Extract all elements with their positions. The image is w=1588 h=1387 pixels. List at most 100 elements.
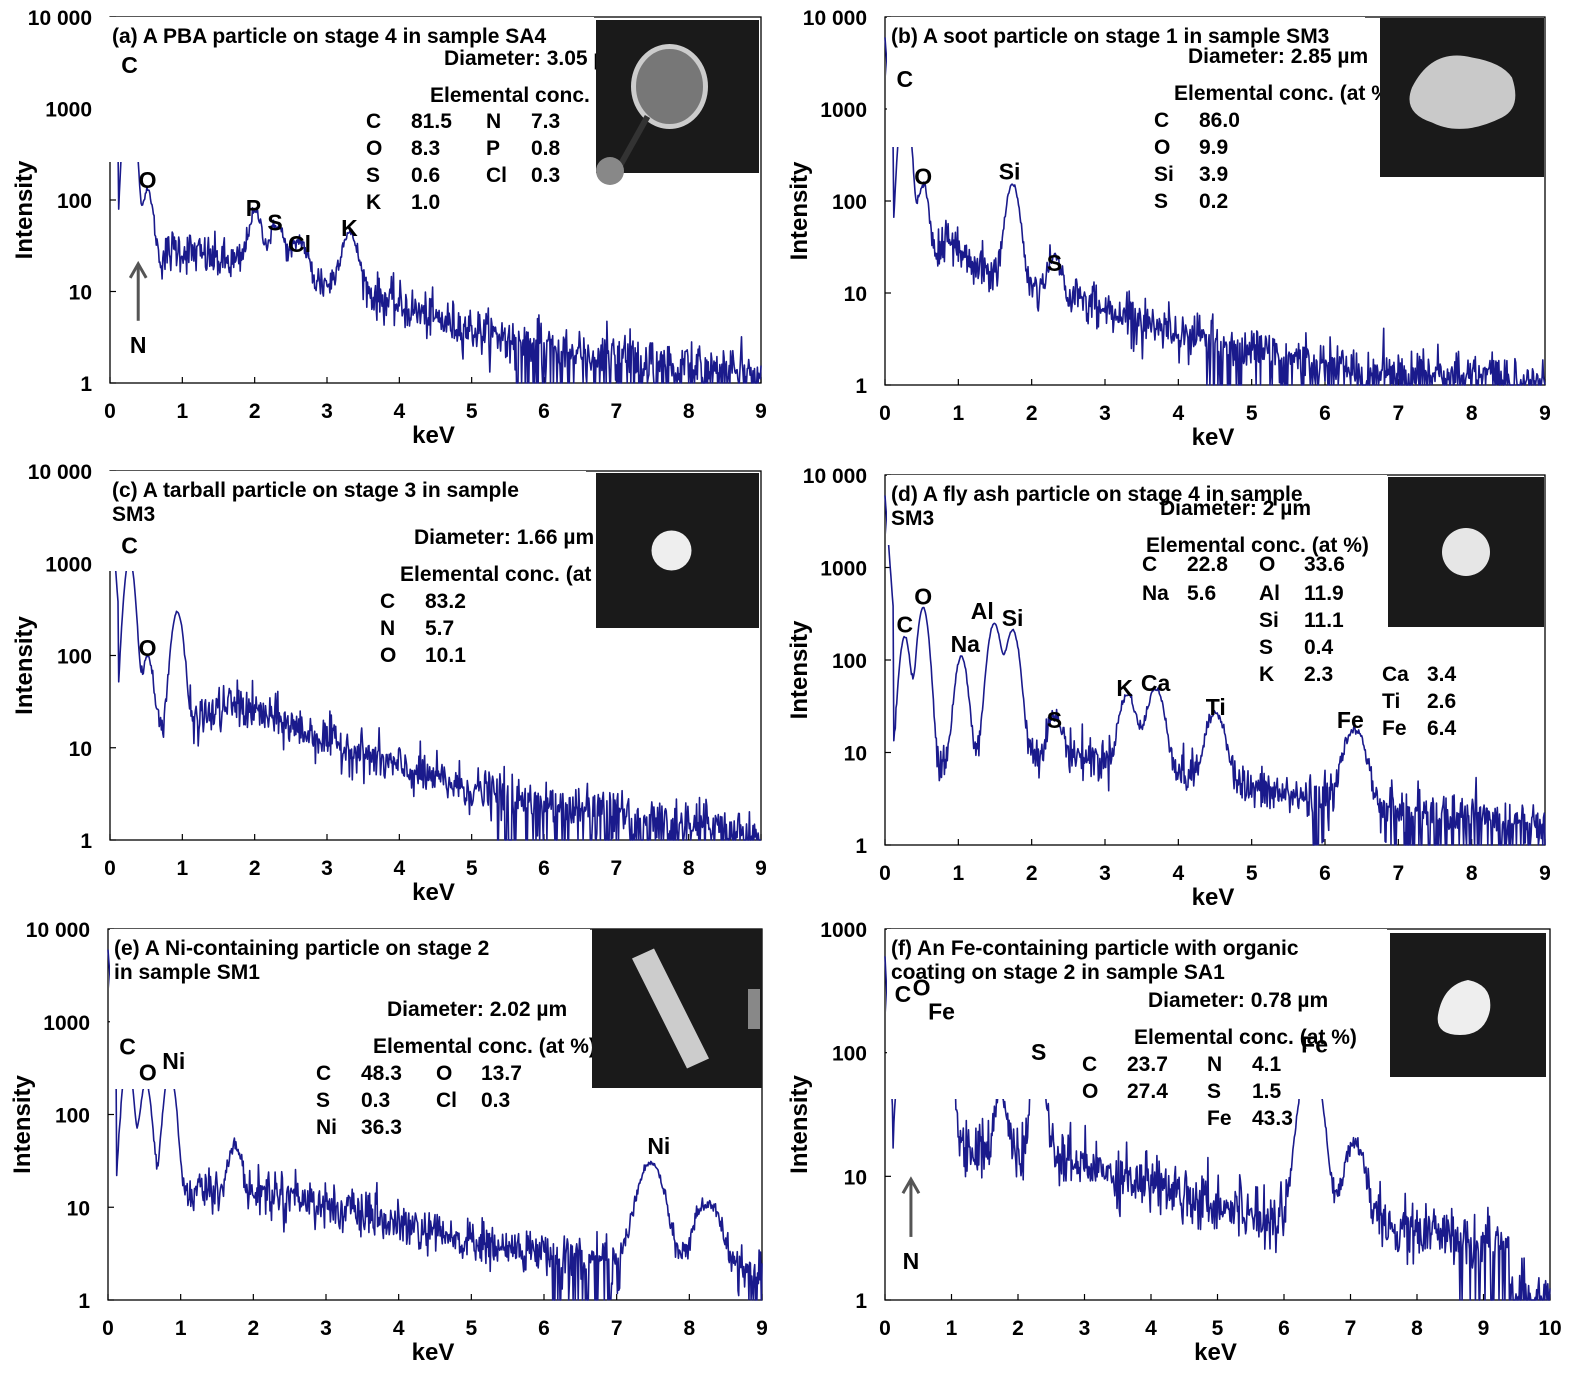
y-tick-label: 10 — [67, 1197, 90, 1220]
y-tick-label: 10 — [844, 283, 867, 306]
label-box — [108, 471, 586, 571]
conc-value: 0.4 — [1304, 636, 1334, 659]
diameter-label: Diameter: 2 µm — [1160, 497, 1311, 520]
conc-heading: Elemental conc. (at %) — [1174, 82, 1397, 105]
conc-value: 33.6 — [1304, 553, 1345, 576]
spectrum-line — [884, 956, 1551, 1301]
peak-label: S — [1047, 707, 1062, 733]
conc-value: 2.6 — [1427, 690, 1456, 713]
x-tick-label: 3 — [1079, 1317, 1091, 1340]
peak-label: Fe — [928, 998, 955, 1024]
conc-value: 0.3 — [531, 164, 560, 187]
peak-label: C — [121, 532, 138, 558]
conc-element: Si — [1154, 163, 1174, 186]
y-tick-label: 10 — [844, 1166, 867, 1189]
conc-value: 6.4 — [1427, 717, 1457, 740]
peak-label: O — [913, 974, 931, 1000]
x-tick-label: 3 — [320, 1317, 332, 1340]
y-axis-label: Intensity — [786, 161, 813, 260]
conc-element: C — [1142, 553, 1157, 576]
x-tick-label: 9 — [755, 857, 767, 880]
conc-heading: Elemental conc. (at %) — [400, 563, 623, 586]
conc-element: Cl — [486, 164, 507, 187]
x-tick-label: 5 — [1246, 862, 1258, 885]
x-tick-label: 9 — [1539, 402, 1551, 425]
y-axis-label: Intensity — [9, 1075, 36, 1174]
y-tick-label: 100 — [57, 646, 92, 669]
x-tick-label: 3 — [1099, 862, 1111, 885]
particle-shape — [596, 157, 624, 185]
particle-shape — [651, 530, 692, 571]
peak-label: P — [246, 195, 261, 221]
x-tick-label: 6 — [538, 400, 550, 423]
y-tick-label: 1000 — [820, 99, 867, 122]
x-tick-label: 10 — [1538, 1317, 1561, 1340]
diameter-label: Diameter: 2.85 µm — [1188, 45, 1368, 68]
label-box — [108, 17, 594, 162]
x-tick-label: 8 — [1411, 1317, 1423, 1340]
conc-element: C — [1154, 109, 1169, 132]
peak-label: O — [139, 635, 157, 661]
conc-value: 0.2 — [1199, 190, 1228, 213]
x-tick-label: 2 — [249, 400, 261, 423]
arrow-label: N — [130, 332, 147, 358]
x-tick-label: 6 — [1319, 402, 1331, 425]
x-tick-label: 0 — [879, 1317, 891, 1340]
y-tick-label: 1000 — [45, 99, 92, 122]
x-tick-label: 0 — [102, 1317, 114, 1340]
x-tick-label: 4 — [393, 1317, 405, 1340]
x-axis-label: keV — [412, 879, 455, 906]
conc-value: 9.9 — [1199, 136, 1228, 159]
conc-value: 7.3 — [531, 110, 560, 133]
conc-value: 1.0 — [411, 191, 440, 214]
y-tick-label: 1 — [80, 373, 92, 396]
x-tick-label: 1 — [952, 402, 964, 425]
x-tick-label: 8 — [683, 857, 695, 880]
peak-label: Ca — [1141, 670, 1171, 696]
peak-label: O — [139, 167, 157, 193]
y-tick-label: 10 — [844, 743, 867, 766]
panel-title-line2: coating on stage 2 in sample SA1 — [891, 961, 1225, 984]
conc-element: C — [380, 590, 395, 613]
diameter-label: Diameter: 0.78 µm — [1148, 989, 1328, 1012]
y-axis-label: Intensity — [786, 1075, 813, 1174]
x-tick-label: 7 — [1392, 862, 1404, 885]
x-tick-label: 8 — [1466, 862, 1478, 885]
y-tick-label: 10 000 — [26, 919, 90, 942]
x-tick-label: 9 — [755, 400, 767, 423]
conc-element: Fe — [1382, 717, 1407, 740]
x-tick-label: 5 — [466, 400, 478, 423]
label-box — [887, 929, 1387, 1099]
spectrum-line — [109, 37, 762, 384]
x-tick-label: 1 — [952, 862, 964, 885]
particle-shape — [631, 44, 708, 129]
x-tick-label: 0 — [104, 857, 116, 880]
conc-value: 86.0 — [1199, 109, 1240, 132]
x-tick-label: 6 — [538, 857, 550, 880]
x-tick-label: 2 — [1026, 402, 1038, 425]
x-tick-label: 8 — [1466, 402, 1478, 425]
x-tick-label: 3 — [321, 400, 333, 423]
conc-heading: Elemental conc. (at %) — [373, 1035, 596, 1058]
peak-label: Fe — [1301, 1031, 1328, 1057]
conc-element: O — [380, 644, 396, 667]
conc-value: 3.9 — [1199, 163, 1228, 186]
conc-value: 5.7 — [425, 617, 454, 640]
y-tick-label: 1 — [78, 1290, 90, 1313]
spectrum-line — [107, 949, 763, 1301]
arrow-head — [128, 260, 148, 279]
x-tick-label: 0 — [879, 402, 891, 425]
peak-label: K — [1116, 675, 1133, 701]
panel-title: (e) A Ni-containing particle on stage 2 — [114, 937, 489, 960]
peak-label: Si — [1002, 605, 1024, 631]
y-tick-label: 100 — [832, 191, 867, 214]
arrow-head — [901, 1176, 921, 1195]
spectrum-line — [884, 495, 1546, 846]
x-axis-label: keV — [412, 422, 455, 449]
y-axis-label: Intensity — [11, 616, 38, 715]
conc-value: 0.6 — [411, 164, 440, 187]
peak-label: Si — [999, 159, 1021, 185]
